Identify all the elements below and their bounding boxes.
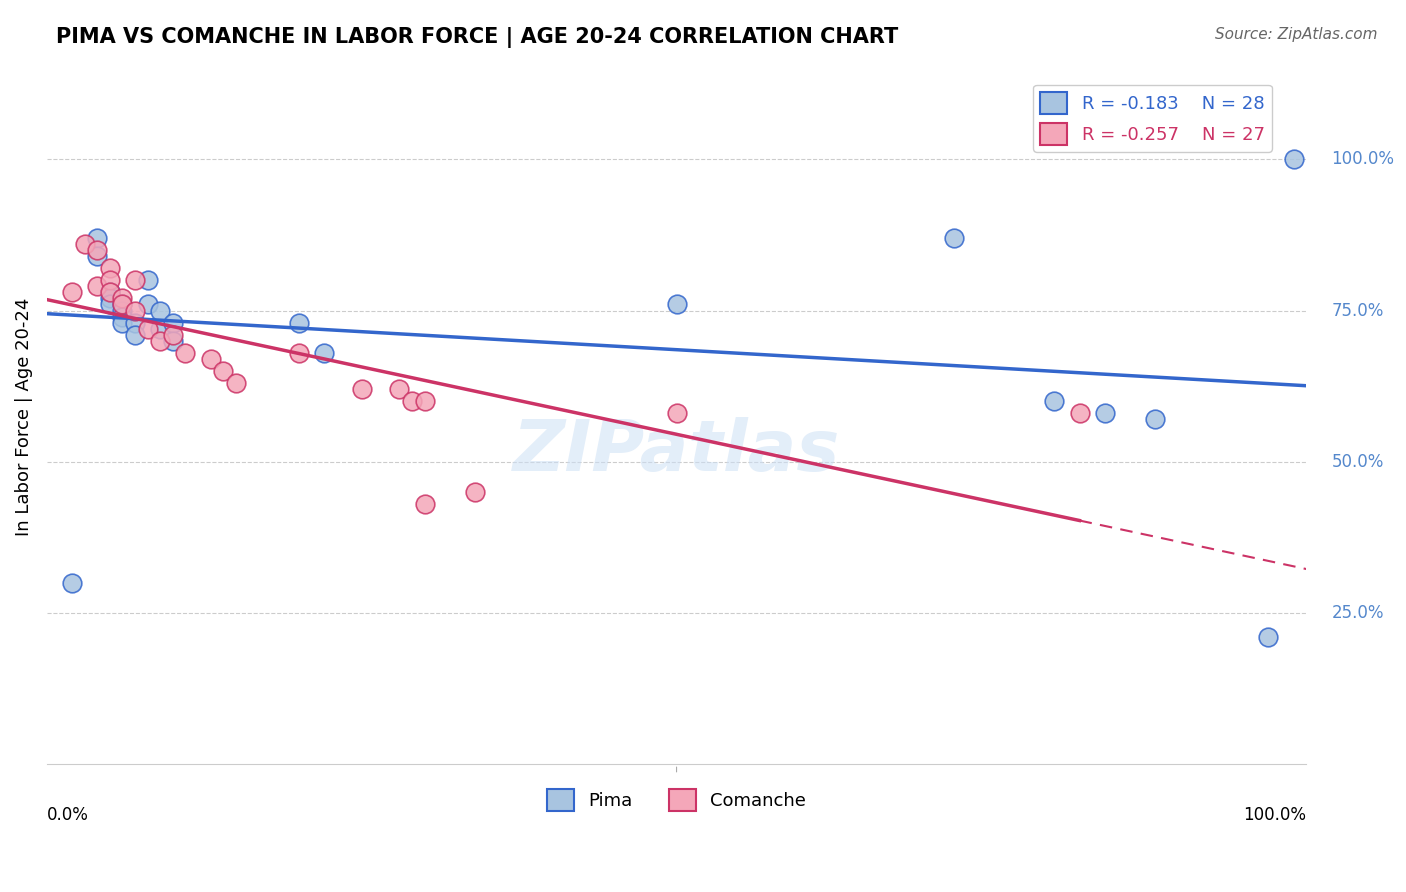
Legend: Pima, Comanche: Pima, Comanche [540,781,814,818]
Point [111,316,134,330]
Point [225,376,247,391]
Text: Source: ZipAtlas.com: Source: ZipAtlas.com [1215,27,1378,42]
Point [162,327,184,342]
Point [86,231,108,245]
Point [200,351,222,366]
Text: 50.0%: 50.0% [1331,453,1384,471]
Point [287,346,309,360]
Point [60,285,83,300]
Point [212,364,235,378]
Text: 75.0%: 75.0% [1331,301,1384,319]
Text: PIMA VS COMANCHE IN LABOR FORCE | AGE 20-24 CORRELATION CHART: PIMA VS COMANCHE IN LABOR FORCE | AGE 20… [56,27,898,48]
Point [98,285,121,300]
Point [111,303,134,318]
Point [149,321,172,335]
Point [162,316,184,330]
Point [665,297,688,311]
Point [1043,394,1066,409]
Point [124,316,146,330]
Point [86,279,108,293]
Point [174,346,197,360]
Point [1282,153,1305,167]
Point [1069,406,1091,420]
Point [98,261,121,276]
Point [111,297,134,311]
Point [287,316,309,330]
Point [86,243,108,257]
Text: 100.0%: 100.0% [1331,150,1395,169]
Y-axis label: In Labor Force | Age 20-24: In Labor Force | Age 20-24 [15,297,32,535]
Point [98,292,121,306]
Point [98,285,121,300]
Point [413,497,436,511]
Point [111,297,134,311]
Text: 100.0%: 100.0% [1243,806,1306,824]
Point [942,231,965,245]
Point [124,303,146,318]
Text: 0.0%: 0.0% [46,806,89,824]
Point [98,285,121,300]
Point [136,321,159,335]
Point [350,382,373,396]
Point [1144,412,1167,426]
Point [111,292,134,306]
Point [98,297,121,311]
Point [401,394,423,409]
Point [136,297,159,311]
Point [665,406,688,420]
Point [73,237,96,252]
Point [312,346,335,360]
Point [464,485,486,500]
Point [86,249,108,263]
Point [124,327,146,342]
Point [1094,406,1116,420]
Point [60,575,83,590]
Point [1257,630,1279,644]
Point [149,303,172,318]
Point [413,394,436,409]
Point [388,382,411,396]
Point [136,273,159,287]
Text: 25.0%: 25.0% [1331,604,1384,622]
Point [124,273,146,287]
Text: ZIPatlas: ZIPatlas [513,417,841,485]
Point [98,273,121,287]
Point [162,334,184,348]
Point [149,334,172,348]
Point [111,310,134,324]
